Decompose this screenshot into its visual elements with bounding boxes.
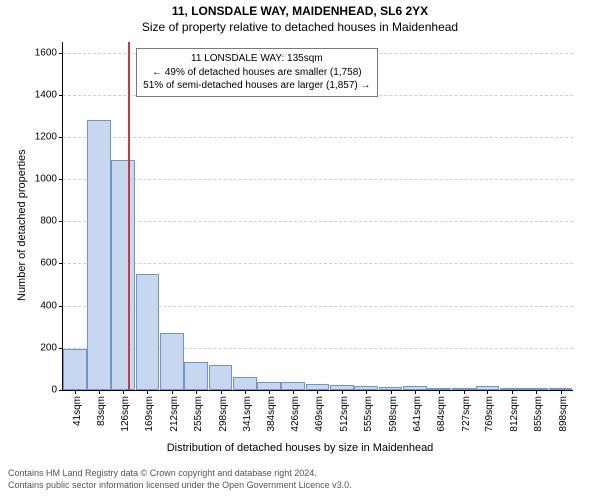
xtick-mark [561, 390, 562, 394]
histogram-bar [452, 388, 476, 390]
y-axis-label: Number of detached properties [16, 149, 28, 301]
xtick-label: 812sqm [509, 396, 520, 432]
annotation-box: 11 LONSDALE WAY: 135sqm ← 49% of detache… [136, 48, 377, 97]
footer-line-1: Contains HM Land Registry data © Crown c… [8, 468, 352, 480]
ytick-label: 0 [51, 385, 63, 396]
xtick-mark [391, 390, 392, 394]
xtick-label: 83sqm [96, 396, 107, 426]
xtick-label: 855sqm [533, 396, 544, 432]
histogram-bar [281, 382, 305, 390]
histogram-bar [87, 120, 111, 390]
grid-line [63, 137, 573, 138]
xtick-mark [415, 390, 416, 394]
xtick-mark [342, 390, 343, 394]
histogram-bar [160, 333, 184, 390]
histogram-bar [403, 386, 427, 390]
xtick-label: 426sqm [290, 396, 301, 432]
xtick-label: 512sqm [339, 396, 350, 432]
xtick-mark [172, 390, 173, 394]
histogram-bar [136, 274, 160, 390]
histogram-bar [111, 160, 135, 390]
xtick-label: 384sqm [266, 396, 277, 432]
subject-property-marker [128, 42, 130, 390]
histogram-bar [306, 384, 330, 390]
xtick-label: 769sqm [484, 396, 495, 432]
histogram-bar [354, 386, 378, 390]
ytick-label: 1600 [35, 47, 63, 58]
xtick-label: 598sqm [388, 396, 399, 432]
xtick-mark [512, 390, 513, 394]
ytick-label: 800 [40, 216, 63, 227]
footer-line-2: Contains public sector information licen… [8, 480, 352, 492]
grid-line [63, 179, 573, 180]
histogram-bar [184, 362, 208, 390]
histogram-bar [549, 388, 573, 390]
xtick-label: 212sqm [169, 396, 180, 432]
x-axis-label: Distribution of detached houses by size … [0, 442, 600, 454]
xtick-mark [75, 390, 76, 394]
ytick-label: 1000 [35, 174, 63, 185]
xtick-label: 255sqm [193, 396, 204, 432]
histogram-bar [379, 387, 403, 390]
xtick-label: 298sqm [218, 396, 229, 432]
xtick-mark [293, 390, 294, 394]
histogram-bar [524, 388, 548, 390]
ytick-label: 400 [40, 300, 63, 311]
histogram-bar [257, 382, 281, 390]
annotation-line-3: 51% of semi-detached houses are larger (… [143, 79, 370, 93]
xtick-label: 684sqm [436, 396, 447, 432]
xtick-mark [439, 390, 440, 394]
xtick-label: 41sqm [72, 396, 83, 426]
histogram-bar [500, 388, 524, 390]
histogram-bar [63, 349, 87, 390]
xtick-mark [99, 390, 100, 394]
annotation-line-2: ← 49% of detached houses are smaller (1,… [143, 66, 370, 80]
annotation-line-1: 11 LONSDALE WAY: 135sqm [143, 52, 370, 66]
xtick-mark [221, 390, 222, 394]
histogram-bar [427, 388, 451, 390]
xtick-label: 555sqm [363, 396, 374, 432]
ytick-label: 1200 [35, 131, 63, 142]
xtick-mark [366, 390, 367, 394]
histogram-bar [330, 385, 354, 390]
ytick-label: 1400 [35, 89, 63, 100]
ytick-label: 200 [40, 342, 63, 353]
xtick-label: 341sqm [242, 396, 253, 432]
xtick-label: 641sqm [412, 396, 423, 432]
xtick-label: 898sqm [558, 396, 569, 432]
xtick-label: 469sqm [314, 396, 325, 432]
chart-title: 11, LONSDALE WAY, MAIDENHEAD, SL6 2YX [0, 4, 600, 18]
xtick-mark [487, 390, 488, 394]
xtick-mark [536, 390, 537, 394]
xtick-label: 126sqm [120, 396, 131, 432]
xtick-label: 727sqm [461, 396, 472, 432]
histogram-bar [233, 377, 257, 390]
histogram-bar [209, 365, 233, 390]
histogram-bar [476, 386, 500, 390]
xtick-mark [123, 390, 124, 394]
xtick-mark [245, 390, 246, 394]
footer-credits: Contains HM Land Registry data © Crown c… [8, 468, 352, 491]
xtick-mark [196, 390, 197, 394]
grid-line [63, 263, 573, 264]
xtick-mark [317, 390, 318, 394]
plot-area: 11 LONSDALE WAY: 135sqm ← 49% of detache… [62, 42, 573, 391]
xtick-label: 169sqm [144, 396, 155, 432]
xtick-mark [147, 390, 148, 394]
ytick-label: 600 [40, 258, 63, 269]
grid-line [63, 221, 573, 222]
chart-subtitle: Size of property relative to detached ho… [0, 20, 600, 34]
xtick-mark [269, 390, 270, 394]
property-size-chart: 11, LONSDALE WAY, MAIDENHEAD, SL6 2YX Si… [0, 0, 600, 500]
xtick-mark [464, 390, 465, 394]
